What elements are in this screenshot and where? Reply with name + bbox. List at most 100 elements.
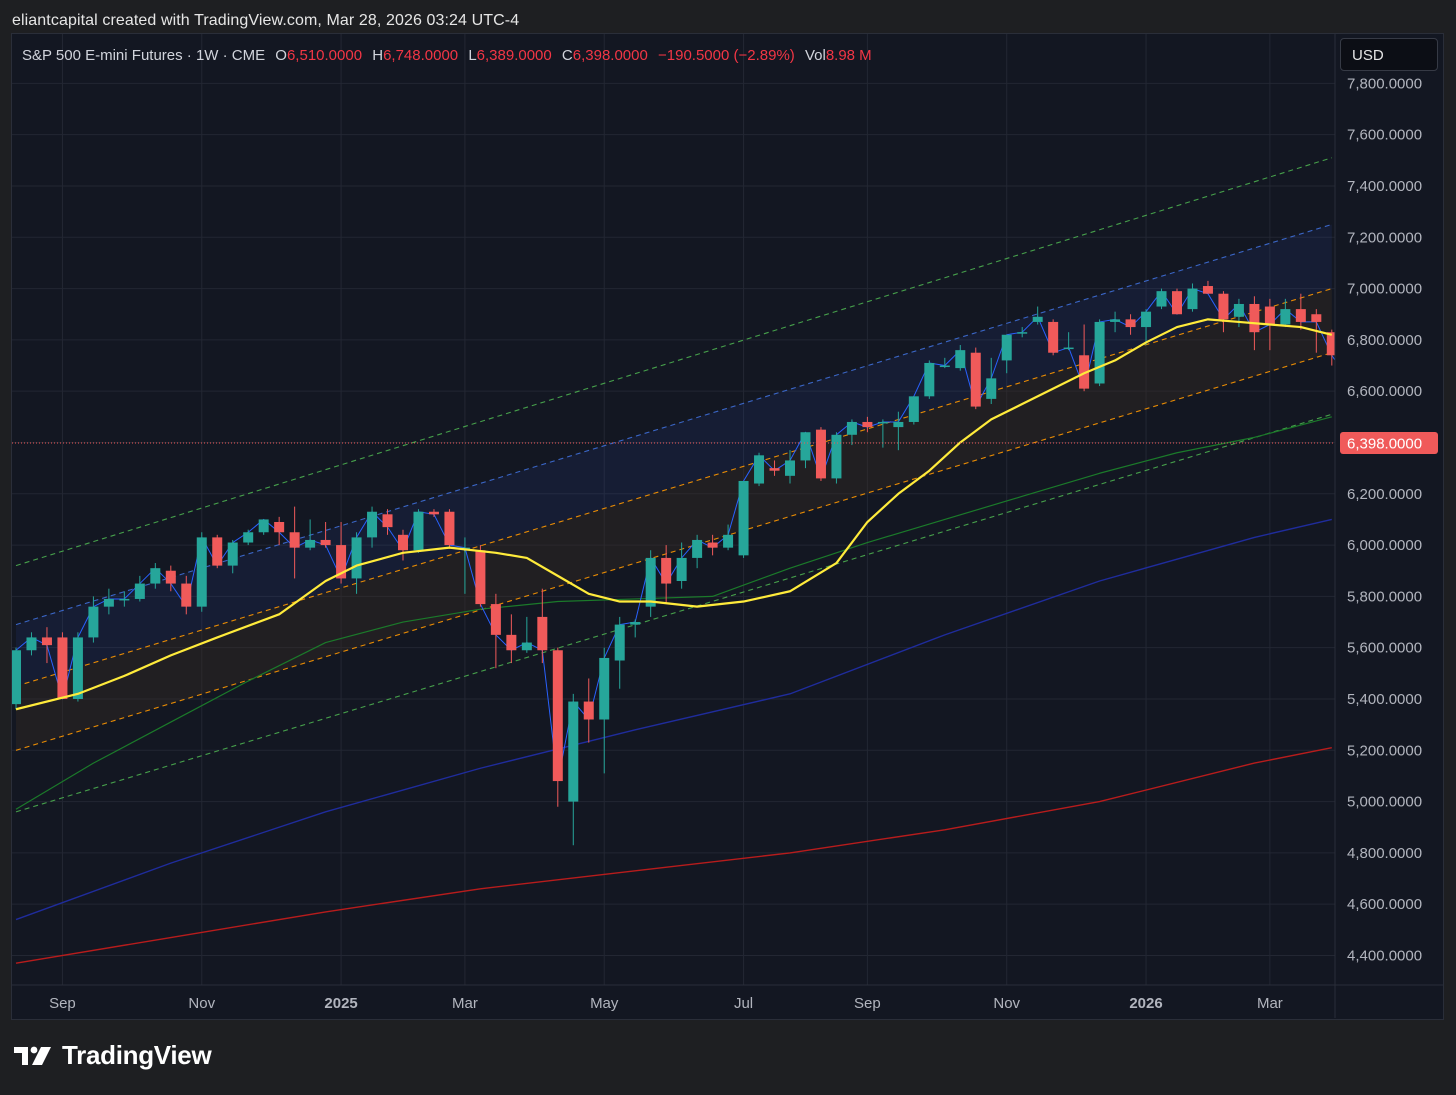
chart-attribution: eliantcapital created with TradingView.c… xyxy=(12,12,520,29)
channel-line-outer-upper xyxy=(15,157,1332,567)
candle-body xyxy=(800,432,811,461)
legend-close-value: 6,398.0000 xyxy=(572,47,648,64)
candle-body xyxy=(1264,306,1275,325)
y-tick-label: 4,800.0000 xyxy=(1347,845,1422,862)
legend-volume-label: Vol xyxy=(804,47,826,64)
candle-body xyxy=(274,522,285,533)
candle-body xyxy=(1295,309,1306,322)
candle-body xyxy=(506,634,517,651)
candle-body xyxy=(258,519,269,533)
candle-body xyxy=(614,624,625,661)
ma-long-line xyxy=(15,747,1332,964)
candle-body xyxy=(1156,291,1167,307)
legend-open-value: 6,510.0000 xyxy=(286,47,363,64)
candle-body xyxy=(630,622,641,625)
candle-body xyxy=(986,378,997,399)
candle-body xyxy=(939,365,950,368)
candle-body xyxy=(1311,314,1322,322)
candle-body xyxy=(769,468,780,471)
channel-line-outer-lower xyxy=(15,413,1332,813)
channel-line-mid-lower xyxy=(15,352,1332,751)
candle-body xyxy=(196,537,207,607)
candle-body xyxy=(1032,316,1043,322)
candle-body xyxy=(1063,347,1074,350)
legend-high-label: H xyxy=(372,47,384,64)
candle-body xyxy=(336,545,347,579)
candle-body xyxy=(243,532,254,543)
candle-body xyxy=(444,511,455,546)
x-tick-label: May xyxy=(590,995,619,1012)
candle-body xyxy=(1218,293,1229,320)
candle-body xyxy=(26,637,37,651)
y-tick-label: 5,600.0000 xyxy=(1347,640,1422,657)
candle-body xyxy=(1233,303,1244,317)
y-tick-label: 4,600.0000 xyxy=(1347,896,1422,913)
tradingview-logo-icon xyxy=(14,1046,51,1065)
y-tick-label: 6,200.0000 xyxy=(1347,486,1422,503)
x-tick-label: 2026 xyxy=(1129,995,1162,1012)
candle-body xyxy=(1079,355,1090,389)
candle-body xyxy=(707,542,718,548)
y-tick-label: 7,400.0000 xyxy=(1347,178,1422,195)
candle-body xyxy=(1001,334,1012,361)
y-tick-label: 7,600.0000 xyxy=(1347,127,1422,144)
candle-body xyxy=(72,637,83,699)
y-tick-label: 5,400.0000 xyxy=(1347,691,1422,708)
candle-body xyxy=(754,455,765,484)
candle-body xyxy=(1125,319,1136,328)
legend-high-value: 6,748.0000 xyxy=(383,47,459,64)
y-tick-label: 5,000.0000 xyxy=(1347,794,1422,811)
legend-close-label: C xyxy=(561,47,573,64)
candle-body xyxy=(955,350,966,369)
x-tick-label: Jul xyxy=(734,995,753,1012)
x-tick-label: Mar xyxy=(452,995,478,1012)
legend-low-value: 6,389.0000 xyxy=(476,47,552,64)
candle-body xyxy=(661,557,672,584)
candle-body xyxy=(1342,360,1352,378)
candle-body xyxy=(831,434,842,479)
candle-body xyxy=(692,539,703,558)
candle-body xyxy=(738,480,749,556)
candle-body xyxy=(1110,319,1121,322)
y-tick-label: 6,600.0000 xyxy=(1347,383,1422,400)
candle-body xyxy=(57,637,68,699)
y-tick-label: 7,800.0000 xyxy=(1347,75,1422,92)
candle-body xyxy=(537,616,548,651)
candle-body xyxy=(785,460,795,476)
y-tick-label: 5,200.0000 xyxy=(1347,742,1422,759)
x-tick-label: 2025 xyxy=(324,995,357,1012)
candle-body xyxy=(1326,332,1335,356)
candle-body xyxy=(877,421,888,424)
candle-body xyxy=(568,701,579,802)
candle-body xyxy=(227,542,238,566)
candle-body xyxy=(1048,321,1059,353)
ma-fast-line xyxy=(15,318,1333,711)
candle-body xyxy=(475,550,486,605)
x-tick-label: Nov xyxy=(188,995,215,1012)
candle-body xyxy=(723,534,734,548)
last-price-badge xyxy=(1340,432,1438,454)
currency-button[interactable]: USD xyxy=(1340,38,1438,71)
candle-body xyxy=(908,396,919,422)
candle-body xyxy=(88,606,99,638)
tradingview-brand: TradingView xyxy=(14,1040,212,1071)
y-tick-label: 7,000.0000 xyxy=(1347,281,1422,298)
y-tick-label: 6,800.0000 xyxy=(1347,332,1422,349)
legend-low-label: L xyxy=(468,47,477,64)
candle-body xyxy=(924,362,935,397)
candle-body xyxy=(382,514,393,528)
candle-body xyxy=(150,568,161,584)
x-tick-label: Sep xyxy=(49,995,76,1012)
candle-body xyxy=(490,604,501,635)
x-tick-label: Nov xyxy=(993,995,1020,1012)
candle-body xyxy=(165,570,176,584)
candle-body xyxy=(41,637,52,646)
candle-body xyxy=(676,557,687,581)
candle-body xyxy=(1094,321,1105,384)
legend-volume-value: 8.98 M xyxy=(825,47,872,64)
candle-body xyxy=(645,557,656,607)
candle-body xyxy=(862,421,873,428)
legend-change: −190.5000 (−2.89%) xyxy=(658,47,795,64)
channel-line-mid-upper xyxy=(15,288,1332,687)
